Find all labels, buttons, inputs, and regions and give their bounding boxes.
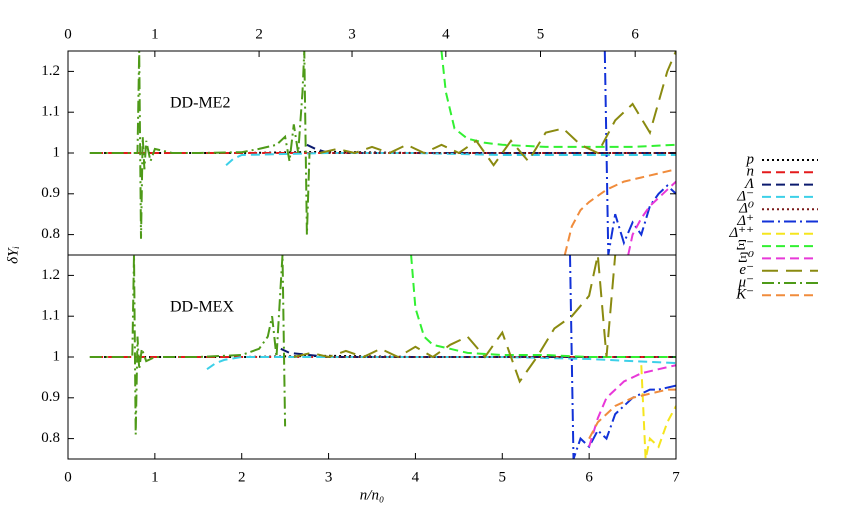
x-tick-label: 6 xyxy=(585,469,593,485)
legend-label: Λ xyxy=(743,176,754,192)
y-axis-label: δYᵢ xyxy=(5,246,21,264)
x2-tick-label: 2 xyxy=(255,26,263,42)
y-tick-label: 1.2 xyxy=(41,63,60,79)
y-tick-label: 1 xyxy=(53,348,61,364)
legend-label: Δ⁻ xyxy=(736,188,754,204)
x-tick-label: 2 xyxy=(238,469,246,485)
x2-tick-label: 0 xyxy=(64,26,72,42)
series-line xyxy=(89,255,287,435)
panel-label: DD-MEX xyxy=(170,299,234,316)
y-tick-label: 1.2 xyxy=(41,267,60,283)
x2-tick-label: 3 xyxy=(348,26,356,42)
series-line xyxy=(563,168,676,255)
y-tick-label: 0.9 xyxy=(41,389,60,405)
series-line xyxy=(293,255,617,384)
series-line xyxy=(569,255,676,459)
series-line xyxy=(306,143,676,154)
legend-label: Δ⁰ xyxy=(738,201,754,217)
legend-label: Δ⁺ xyxy=(736,213,754,229)
legend-label: μ⁻ xyxy=(738,274,754,290)
series-line xyxy=(603,51,676,255)
x-axis-label: n/n₀ xyxy=(360,487,384,503)
series-line xyxy=(588,364,676,448)
y-tick-label: 0.9 xyxy=(41,185,60,201)
series-line xyxy=(440,51,676,148)
x-tick-label: 4 xyxy=(412,469,420,485)
legend-label: e⁻ xyxy=(739,262,754,278)
series-line xyxy=(206,356,676,371)
y-tick-label: 1.1 xyxy=(41,104,60,120)
series-line xyxy=(410,255,676,358)
series-line xyxy=(588,388,676,440)
y-tick-label: 1 xyxy=(53,144,61,160)
legend-label: n xyxy=(747,164,755,180)
x2-tick-label: 1 xyxy=(151,26,159,42)
y-tick-label: 0.8 xyxy=(41,430,60,446)
panel-label: DD-ME2 xyxy=(170,95,230,112)
x2-tick-label: 5 xyxy=(537,26,545,42)
plot-area xyxy=(89,51,676,255)
legend-label: Ξ⁰ xyxy=(738,250,754,266)
series-line xyxy=(225,152,676,166)
legend-label: K⁻ xyxy=(735,287,754,303)
legend-label: Ξ⁻ xyxy=(736,238,754,254)
series-line xyxy=(640,365,676,459)
plot-area xyxy=(89,255,676,459)
legend-label: Δ⁺⁺ xyxy=(728,225,754,241)
x-tick-label: 7 xyxy=(672,469,680,485)
x-tick-label: 3 xyxy=(325,469,333,485)
x2-tick-label: 6 xyxy=(631,26,639,42)
x-tick-label: 5 xyxy=(499,469,507,485)
y-tick-label: 1.1 xyxy=(41,308,60,324)
x-tick-label: 1 xyxy=(151,469,159,485)
series-line xyxy=(89,51,311,239)
series-line xyxy=(627,180,676,255)
legend-label: p xyxy=(746,151,755,167)
y-tick-label: 0.8 xyxy=(41,226,60,242)
x-tick-label: 0 xyxy=(64,469,72,485)
x2-tick-label: 4 xyxy=(442,26,450,42)
series-line xyxy=(319,51,676,167)
